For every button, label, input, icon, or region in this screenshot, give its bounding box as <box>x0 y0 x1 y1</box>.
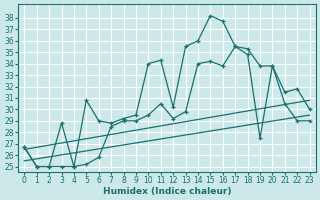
X-axis label: Humidex (Indice chaleur): Humidex (Indice chaleur) <box>103 187 231 196</box>
